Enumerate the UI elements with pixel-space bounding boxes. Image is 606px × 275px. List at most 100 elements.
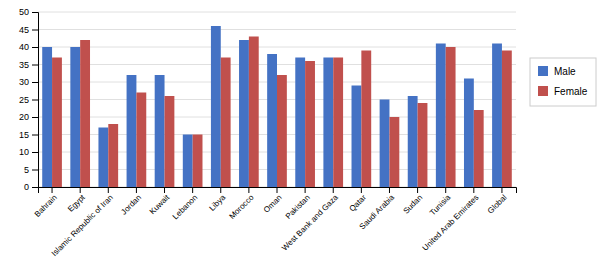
tick: 15 [19,130,38,140]
tick-label: Tunisia [428,193,453,218]
legend-label: Male [554,66,576,77]
tick-label: Kuwait [148,192,172,216]
tick: Bahrain [33,187,59,219]
tick-mark [32,170,38,171]
bar [52,58,62,188]
bar [136,93,146,188]
bar [70,47,80,187]
bar [42,47,52,187]
grid [38,12,516,187]
bar [249,37,259,188]
tick-mark [164,187,165,193]
bar [361,51,371,188]
tick: Sudan [402,187,425,216]
tick-label: 5 [24,165,29,175]
bar [446,47,456,187]
tick-mark [32,187,38,188]
tick: Qatar [347,187,368,213]
bar [127,75,137,187]
bar-series [42,26,502,187]
x-axis: BahrainEgyptIslamic Republic of IranJord… [33,187,517,258]
bar [323,58,333,188]
tick-label: Islamic Republic of Iran [50,193,115,258]
tick-label: 30 [19,77,29,87]
tick-mark [361,187,362,193]
tick-mark [333,187,334,193]
tick-label: Oman [262,193,284,215]
tick: 25 [19,95,38,105]
tick-mark [32,82,38,83]
tick-mark [108,187,109,193]
tick: Morocco [227,187,255,221]
tick-label: Egypt [66,192,87,213]
axis-line [39,188,517,194]
tick: Pakistan [284,187,312,221]
tick-mark [32,100,38,101]
bar [436,44,446,188]
bar [305,61,315,187]
grid-line [38,29,516,30]
bar [418,103,428,187]
tick: Egypt [66,187,87,214]
tick-label: Global [486,193,509,216]
tick-label: West Bank and Gaza [280,193,340,253]
tick: Global [486,187,509,216]
tick-mark [32,12,38,13]
tick-label: Saudi Arabia [358,193,397,232]
tick-mark [473,187,474,193]
tick: Tunisia [428,187,453,217]
plot: 05101520253035404550BahrainEgyptIslamic … [19,7,517,258]
bar [492,44,502,188]
tick-label: United Arab Emirates [421,193,481,253]
tick: 10 [19,147,38,157]
tick-label: 10 [19,147,29,157]
tick-mark [417,187,418,193]
tick-mark [445,187,446,193]
legend-item: Female [538,86,588,97]
bar [502,51,512,188]
tick-label: 0 [24,182,29,192]
tick-mark [220,187,221,193]
tick: 40 [19,42,38,52]
bar [239,40,249,187]
bar [408,96,418,187]
bar [389,117,399,187]
bar [464,79,474,188]
tick: Kuwait [148,187,172,216]
legend-frame [530,58,596,106]
tick: Lebanon [171,187,199,221]
tick-mark [32,65,38,66]
y-axis: 05101520253035404550 [19,7,39,192]
tick: Islamic Republic of Iran [50,187,115,258]
tick-mark [136,187,137,193]
bar [108,124,118,187]
tick: West Bank and Gaza [280,187,340,253]
bar [295,58,305,188]
tick-label: 45 [19,25,29,35]
legend: Male Female [530,58,596,106]
tick-label: 40 [19,42,29,52]
tick: 5 [24,165,38,175]
legend-label: Female [554,86,588,97]
bar [221,58,231,188]
tick-mark [305,187,306,193]
chart: 05101520253035404550BahrainEgyptIslamic … [0,0,606,275]
tick-mark [248,187,249,193]
tick: Libya [208,187,228,213]
tick-label: 25 [19,95,29,105]
tick-mark [277,187,278,193]
legend-swatch [538,66,548,76]
bar [352,86,362,188]
tick-label: Libya [208,193,228,213]
bar [183,135,193,188]
bar [474,110,484,187]
tick-label: Bahrain [33,193,59,219]
tick-mark [32,47,38,48]
bar [155,75,165,187]
tick-label: Pakistan [284,193,312,221]
tick-label: Morocco [227,193,255,221]
bar [211,26,221,187]
bar [98,128,108,188]
bar [380,100,390,188]
tick-mark [32,117,38,118]
